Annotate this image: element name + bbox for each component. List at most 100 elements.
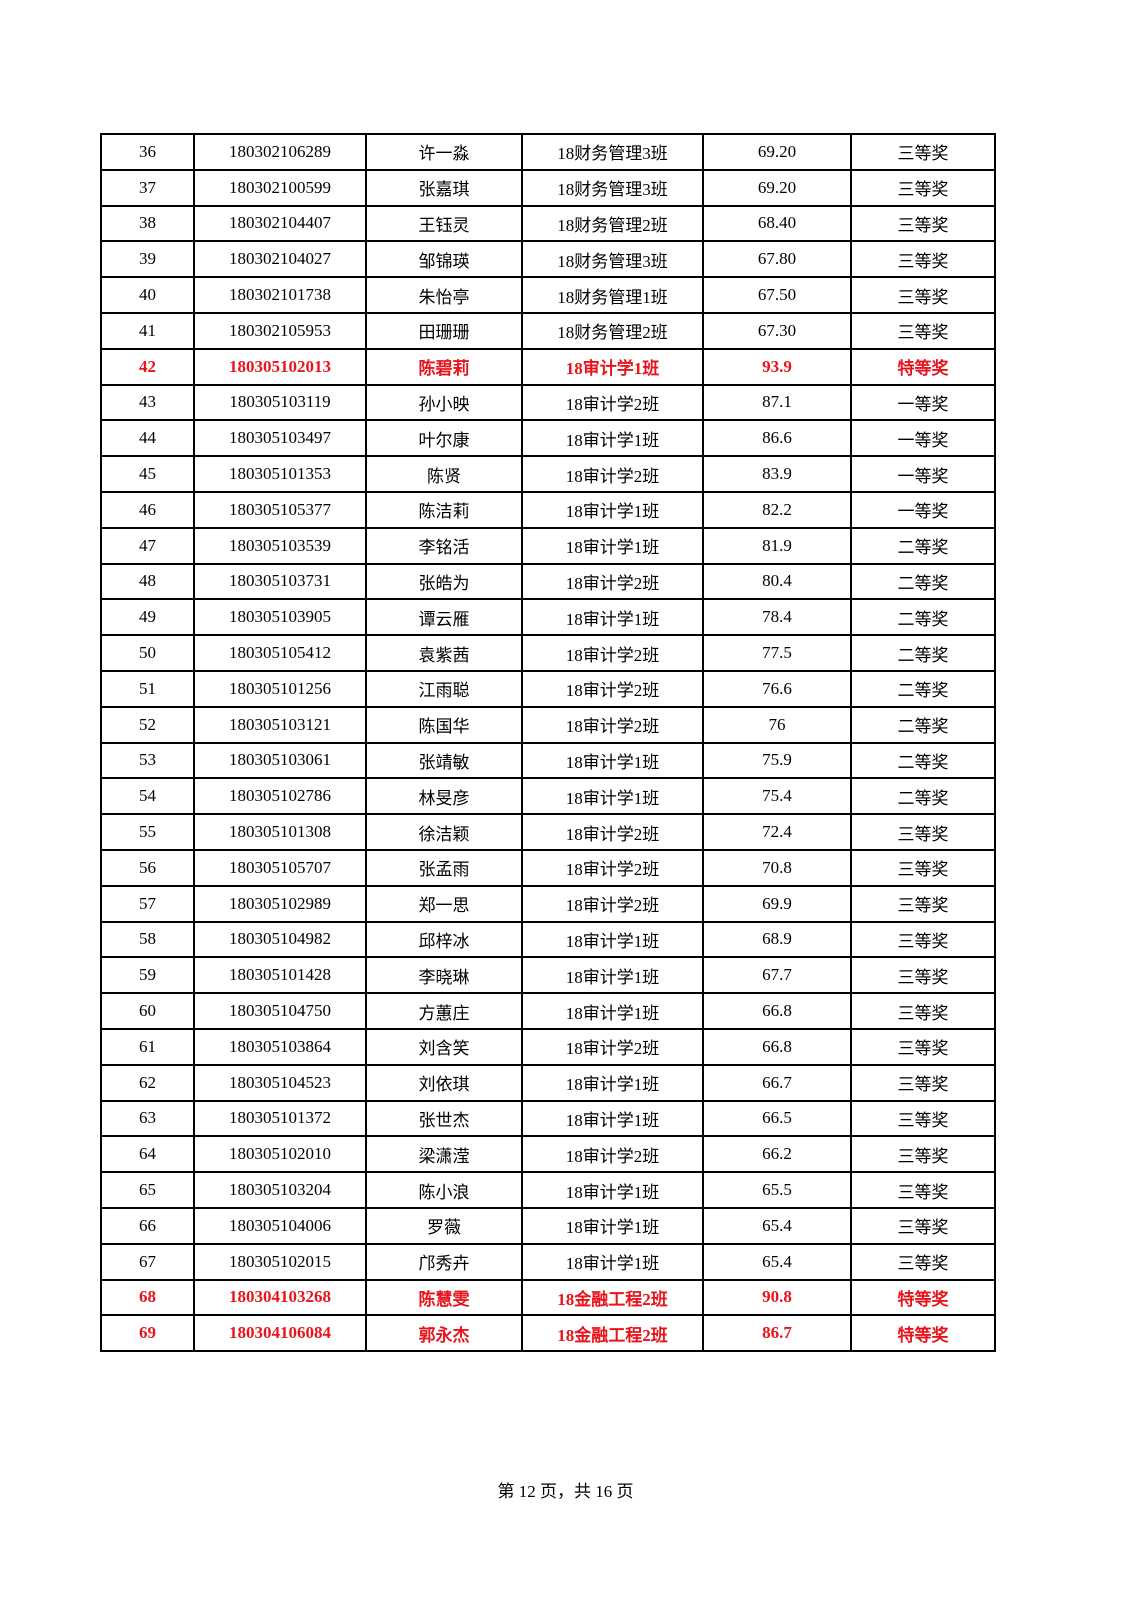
award-level-cell: 二等奖 [850, 634, 996, 672]
student-id-cell: 180305102010 [193, 1135, 367, 1174]
class-name-cell: 18审计学1班 [521, 1063, 704, 1102]
class-name-cell: 18审计学1班 [521, 1099, 704, 1138]
score-cell: 81.9 [702, 526, 852, 565]
table-row: 51 180305101256 江雨聪 18审计学2班 76.6 二等奖 [100, 669, 996, 708]
page-footer: 第 12 页，共 16 页 [497, 1482, 634, 1501]
table-row: 60 180305104750 方蕙庄 18审计学1班 66.8 三等奖 [100, 992, 996, 1030]
class-name-cell: 18审计学1班 [521, 920, 704, 959]
score-cell: 86.7 [702, 1314, 852, 1353]
table-row: 65 180305103204 陈小浪 18审计学1班 65.5 三等奖 [100, 1171, 996, 1209]
class-name-cell: 18审计学1班 [521, 741, 704, 780]
row-number-cell: 62 [100, 1063, 195, 1102]
student-name-cell: 张世杰 [365, 1099, 523, 1138]
student-id-cell: 180302105953 [193, 311, 367, 350]
award-level-cell: 二等奖 [850, 777, 996, 816]
score-cell: 72.4 [702, 813, 852, 851]
student-name-cell: 陈国华 [365, 705, 523, 744]
award-level-cell: 三等奖 [850, 1206, 996, 1245]
student-id-cell: 180305103497 [193, 419, 367, 458]
student-name-cell: 邝秀卉 [365, 1242, 523, 1281]
award-level-cell: 三等奖 [850, 884, 996, 923]
row-number-cell: 44 [100, 419, 195, 458]
score-cell: 66.8 [702, 992, 852, 1030]
class-name-cell: 18审计学2班 [521, 705, 704, 744]
score-cell: 67.7 [702, 956, 852, 995]
table-row: 42 180305102013 陈碧莉 18审计学1班 93.9 特等奖 [100, 347, 996, 386]
award-level-cell: 三等奖 [850, 992, 996, 1030]
student-id-cell: 180305102013 [193, 347, 367, 386]
table-row: 47 180305103539 李铭活 18审计学1班 81.9 二等奖 [100, 526, 996, 565]
class-name-cell: 18审计学1班 [521, 526, 704, 565]
award-level-cell: 一等奖 [850, 383, 996, 422]
student-id-cell: 180302104407 [193, 204, 367, 243]
class-name-cell: 18审计学2班 [521, 455, 704, 493]
table-row: 57 180305102989 郑一思 18审计学2班 69.9 三等奖 [100, 884, 996, 923]
row-number-cell: 52 [100, 705, 195, 744]
student-id-cell: 180305102786 [193, 777, 367, 816]
table-row: 45 180305101353 陈贤 18审计学2班 83.9 一等奖 [100, 455, 996, 493]
class-name-cell: 18金融工程2班 [521, 1314, 704, 1353]
award-level-cell: 二等奖 [850, 669, 996, 708]
award-level-cell: 二等奖 [850, 705, 996, 744]
table-row: 36 180302106289 许一淼 18财务管理3班 69.20 三等奖 [100, 133, 996, 171]
award-level-cell: 三等奖 [850, 1242, 996, 1281]
award-level-cell: 特等奖 [850, 347, 996, 386]
award-level-cell: 三等奖 [850, 204, 996, 243]
student-name-cell: 陈小浪 [365, 1171, 523, 1209]
award-level-cell: 三等奖 [850, 168, 996, 207]
row-number-cell: 50 [100, 634, 195, 672]
table-row: 53 180305103061 张靖敏 18审计学1班 75.9 二等奖 [100, 741, 996, 780]
award-level-cell: 二等奖 [850, 741, 996, 780]
student-name-cell: 张靖敏 [365, 741, 523, 780]
student-name-cell: 许一淼 [365, 133, 523, 171]
class-name-cell: 18审计学1班 [521, 956, 704, 995]
table-row: 39 180302104027 邹锦瑛 18财务管理3班 67.80 三等奖 [100, 240, 996, 279]
table-row: 63 180305101372 张世杰 18审计学1班 66.5 三等奖 [100, 1099, 996, 1138]
student-name-cell: 张皓为 [365, 562, 523, 601]
table-row: 50 180305105412 袁紫茜 18审计学2班 77.5 二等奖 [100, 634, 996, 672]
student-name-cell: 李铭活 [365, 526, 523, 565]
score-cell: 66.7 [702, 1063, 852, 1102]
student-id-cell: 180305103204 [193, 1171, 367, 1209]
award-level-cell: 三等奖 [850, 311, 996, 350]
row-number-cell: 42 [100, 347, 195, 386]
score-cell: 77.5 [702, 634, 852, 672]
student-name-cell: 林旻彦 [365, 777, 523, 816]
row-number-cell: 51 [100, 669, 195, 708]
class-name-cell: 18审计学1班 [521, 1171, 704, 1209]
student-id-cell: 180305103119 [193, 383, 367, 422]
class-name-cell: 18财务管理3班 [521, 133, 704, 171]
class-name-cell: 18审计学1班 [521, 347, 704, 386]
student-name-cell: 孙小映 [365, 383, 523, 422]
class-name-cell: 18财务管理3班 [521, 168, 704, 207]
score-cell: 67.30 [702, 311, 852, 350]
award-level-cell: 三等奖 [850, 848, 996, 887]
score-cell: 86.6 [702, 419, 852, 458]
student-name-cell: 邹锦瑛 [365, 240, 523, 279]
student-id-cell: 180305103121 [193, 705, 367, 744]
class-name-cell: 18审计学2班 [521, 669, 704, 708]
student-id-cell: 180305103864 [193, 1027, 367, 1066]
score-cell: 66.8 [702, 1027, 852, 1066]
table-row: 38 180302104407 王钰灵 18财务管理2班 68.40 三等奖 [100, 204, 996, 243]
table-row: 56 180305105707 张孟雨 18审计学2班 70.8 三等奖 [100, 848, 996, 887]
award-level-cell: 三等奖 [850, 1135, 996, 1174]
row-number-cell: 57 [100, 884, 195, 923]
row-number-cell: 48 [100, 562, 195, 601]
score-cell: 67.80 [702, 240, 852, 279]
table-row: 49 180305103905 谭云雁 18审计学1班 78.4 二等奖 [100, 598, 996, 637]
student-id-cell: 180305104523 [193, 1063, 367, 1102]
student-id-cell: 180305101256 [193, 669, 367, 708]
student-name-cell: 张嘉琪 [365, 168, 523, 207]
student-name-cell: 李晓琳 [365, 956, 523, 995]
class-name-cell: 18财务管理1班 [521, 276, 704, 314]
row-number-cell: 40 [100, 276, 195, 314]
student-name-cell: 刘含笑 [365, 1027, 523, 1066]
row-number-cell: 37 [100, 168, 195, 207]
table-row: 46 180305105377 陈洁莉 18审计学1班 82.2 一等奖 [100, 490, 996, 529]
score-cell: 80.4 [702, 562, 852, 601]
award-level-cell: 二等奖 [850, 562, 996, 601]
row-number-cell: 43 [100, 383, 195, 422]
class-name-cell: 18财务管理3班 [521, 240, 704, 279]
student-id-cell: 180305105377 [193, 490, 367, 529]
